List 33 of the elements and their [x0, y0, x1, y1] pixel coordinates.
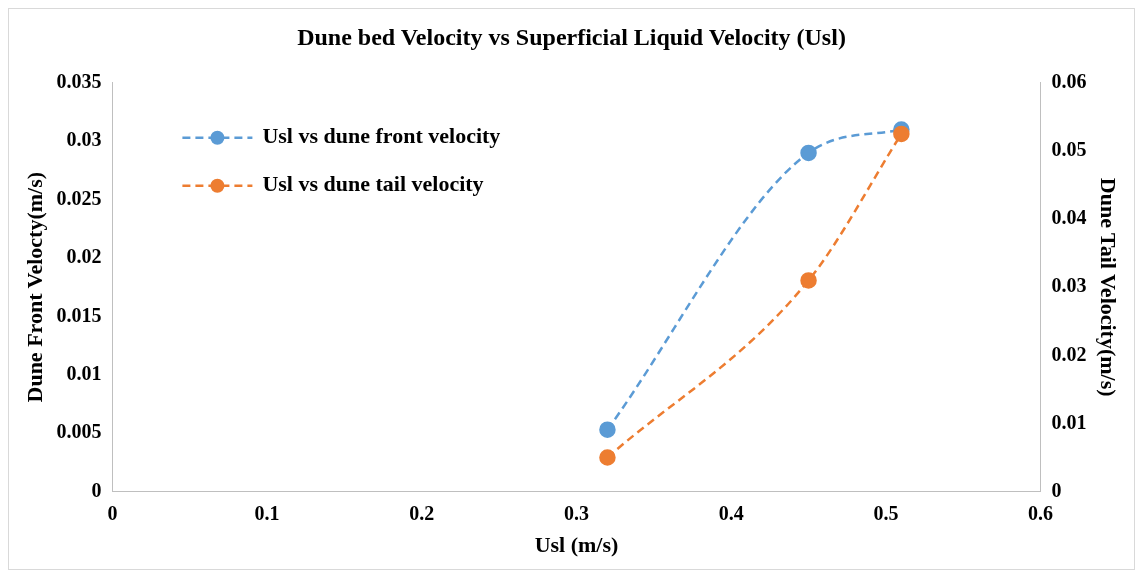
- y-tick-label: 0.005: [56, 420, 102, 443]
- x-axis-title: Usl (m/s): [534, 532, 619, 558]
- point: [800, 144, 817, 162]
- point: [893, 125, 910, 143]
- chart-title: Dune bed Velocity vs Superficial Liquid Velocity (Usl): [297, 23, 846, 50]
- x-tick-label: 0.6: [1028, 501, 1054, 524]
- y2-axis-title: Dune Tail Velocity(m/s): [1096, 177, 1122, 397]
- y2-tick-label: 0.05: [1051, 138, 1087, 161]
- x-tick-label: 0.1: [254, 501, 280, 524]
- legend-label: Usl vs dune front velocity: [262, 123, 501, 149]
- y-axis-title: Dune Front Velocty(m/s): [21, 171, 47, 403]
- y-tick-label: 0.025: [56, 186, 102, 209]
- y2-tick-label: 0.04: [1051, 206, 1087, 229]
- x-tick-label: 0.2: [409, 501, 435, 524]
- x-tick-label: 0.4: [718, 501, 744, 524]
- y-tick-label: 0.03: [66, 128, 102, 151]
- y2-tick-label: 0.03: [1051, 274, 1087, 297]
- y-tick-label: 0: [91, 478, 102, 501]
- x-tick-label: 0.3: [564, 501, 589, 524]
- y2-tick-label: 0.02: [1051, 342, 1087, 365]
- x-tick-label: 0: [107, 501, 118, 524]
- point: [800, 272, 817, 289]
- y-tick-label: 0.015: [56, 303, 102, 326]
- y2-tick-label: 0.01: [1051, 410, 1087, 433]
- y-tick-label: 0.02: [66, 245, 102, 268]
- y2-tick-label: 0.06: [1051, 69, 1087, 92]
- legend-label: Usl vs dune tail velocity: [262, 171, 484, 197]
- point: [599, 449, 616, 466]
- y-tick-label: 0.01: [66, 361, 102, 384]
- point: [599, 421, 616, 438]
- y-tick-label: 0.035: [56, 69, 102, 92]
- y2-tick-label: 0: [1051, 478, 1062, 501]
- x-tick-label: 0.5: [873, 501, 899, 524]
